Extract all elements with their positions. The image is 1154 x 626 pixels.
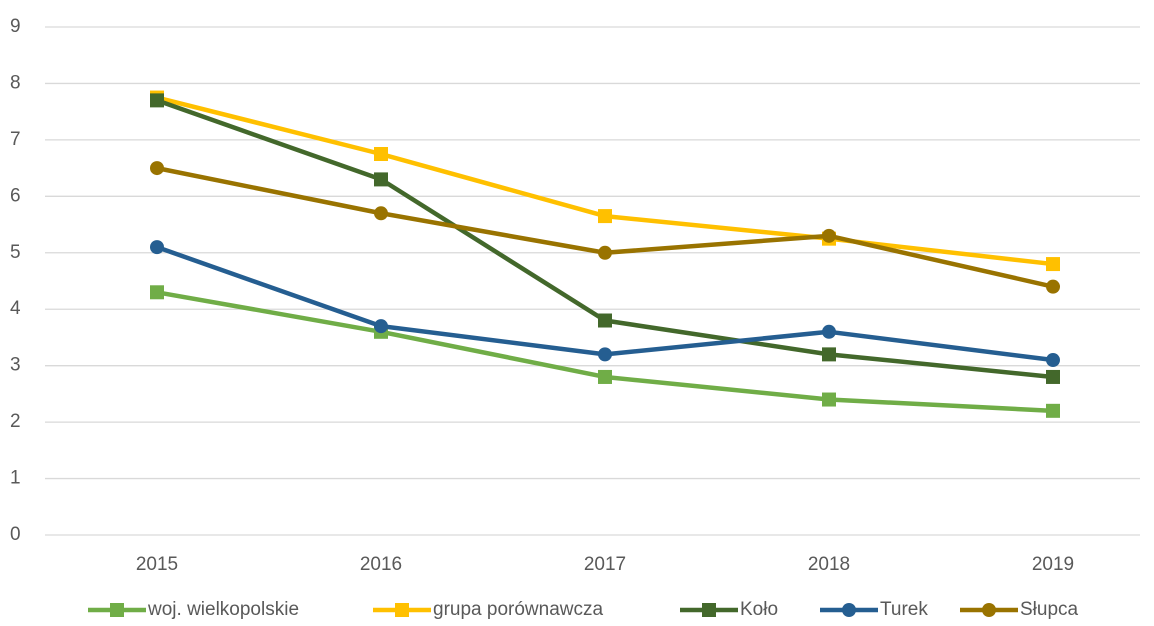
y-tick-label: 6 — [10, 185, 21, 206]
y-tick-label: 3 — [10, 355, 21, 376]
data-point — [150, 285, 164, 300]
data-point — [598, 313, 612, 328]
data-point — [1046, 353, 1060, 368]
data-point — [822, 347, 836, 362]
x-tick-label: 2018 — [808, 554, 850, 575]
data-point — [598, 245, 612, 260]
data-point — [150, 93, 164, 108]
legend-marker — [395, 603, 409, 617]
x-tick-label: 2015 — [136, 554, 178, 575]
y-tick-label: 8 — [10, 72, 21, 93]
legend-label: Słupca — [1020, 599, 1079, 620]
data-point — [598, 347, 612, 362]
x-tick-label: 2019 — [1032, 554, 1074, 575]
data-point — [1046, 279, 1060, 294]
data-point — [598, 209, 612, 224]
series-line — [156, 95, 1054, 267]
x-tick-label: 2016 — [360, 554, 402, 575]
data-point — [1046, 369, 1060, 384]
legend-label: grupa porównawcza — [433, 599, 603, 620]
data-point — [150, 240, 164, 255]
data-point — [822, 324, 836, 339]
legend-marker — [982, 603, 996, 617]
y-tick-label: 4 — [10, 298, 21, 319]
data-point — [822, 392, 836, 407]
y-tick-label: 0 — [10, 524, 21, 545]
series-line — [156, 165, 1054, 289]
legend-label: woj. wielkopolskie — [147, 599, 299, 620]
legend-marker — [702, 603, 716, 617]
data-point — [598, 369, 612, 384]
y-tick-label: 9 — [10, 16, 21, 37]
legend-marker — [110, 603, 124, 617]
data-point — [374, 172, 388, 187]
data-point — [1046, 257, 1060, 272]
y-tick-label: 1 — [10, 468, 21, 489]
series-line — [156, 98, 1054, 380]
legend-label: Turek — [880, 599, 928, 620]
data-point — [1046, 403, 1060, 418]
data-point — [822, 228, 836, 243]
data-point — [374, 206, 388, 221]
legend-marker — [842, 603, 856, 617]
data-point — [150, 161, 164, 176]
legend-label: Koło — [740, 599, 778, 620]
y-tick-label: 5 — [10, 242, 21, 263]
data-point — [374, 319, 388, 334]
y-tick-label: 7 — [10, 129, 21, 150]
x-tick-label: 2017 — [584, 554, 626, 575]
data-point — [374, 147, 388, 161]
y-tick-label: 2 — [10, 411, 21, 432]
series-line — [156, 245, 1054, 363]
